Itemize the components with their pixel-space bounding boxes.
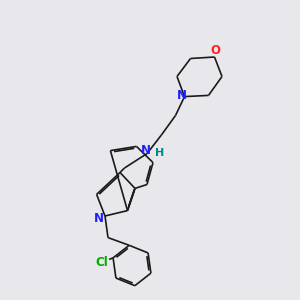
Text: N: N <box>140 144 151 157</box>
Text: N: N <box>176 89 187 102</box>
Text: O: O <box>210 44 220 57</box>
Text: N: N <box>93 212 103 225</box>
Text: Cl: Cl <box>95 256 108 269</box>
Text: H: H <box>155 148 164 158</box>
